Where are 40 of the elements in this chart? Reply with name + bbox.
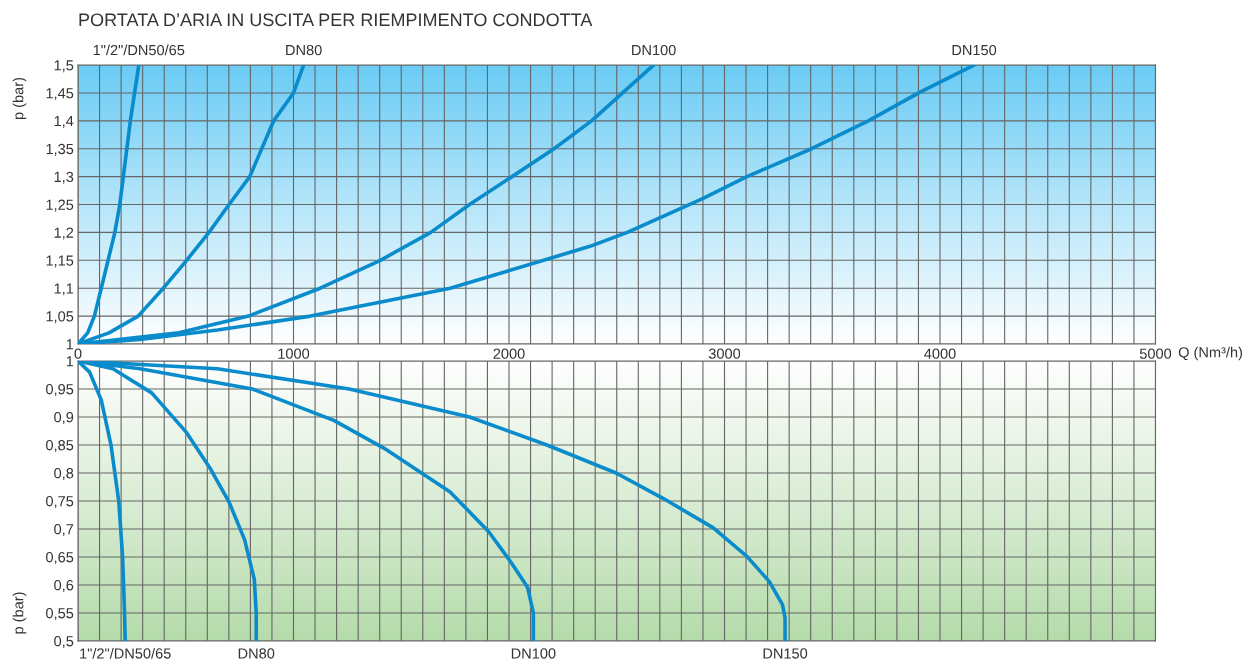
series-label: DN100 — [632, 44, 676, 56]
series-label: DN100 — [511, 648, 556, 659]
y-tick-label: 0,9 — [54, 412, 74, 425]
x-tick-label: 3000 — [708, 348, 741, 359]
y-tick-label: 1,4 — [54, 116, 74, 128]
y-tick-label: 1,1 — [54, 283, 74, 296]
x-tick-label: 0 — [74, 348, 82, 359]
series-label: 1"/2"/DN50/65 — [93, 44, 185, 56]
x-tick-label: 4000 — [924, 348, 956, 359]
y-tick-label: 1,3 — [54, 171, 74, 184]
y-tick-label: 0,7 — [54, 524, 74, 537]
y-tick-label: 1,05 — [46, 311, 74, 324]
x-tick-label: 1000 — [278, 348, 310, 359]
y-tick-label: 1,35 — [46, 143, 74, 156]
x-axis-title: Q (Nm³/h) — [1178, 346, 1243, 361]
y-tick-label: 1 — [66, 339, 74, 350]
series-label: DN150 — [763, 648, 808, 659]
y-tick-label: 0,85 — [46, 440, 74, 453]
y-tick-label: 0,6 — [54, 580, 74, 593]
series-label: 1"/2"/DN50/65 — [80, 647, 171, 659]
x-tick-label: 5000 — [1139, 348, 1172, 359]
y-axis-title: p (bar) — [12, 77, 27, 120]
y-tick-label: 0,55 — [46, 608, 74, 621]
y-tick-label: 0,75 — [46, 496, 74, 509]
y-tick-label: 1,25 — [46, 199, 74, 212]
y-tick-label: 1,15 — [46, 255, 74, 268]
y-tick-label: 1,2 — [54, 227, 74, 240]
y-tick-label: 0,95 — [46, 384, 74, 397]
series-label: DN80 — [238, 648, 275, 659]
series-label: DN150 — [952, 44, 997, 56]
y-tick-label: 0,65 — [46, 552, 74, 565]
chart-title: PORTATA D’ARIA IN USCITA PER RIEMPIMENTO CONDOTTA — [79, 13, 593, 27]
series-label: DN80 — [286, 44, 322, 56]
y-tick-label: 1,45 — [46, 88, 74, 101]
y-axis-title: p (bar) — [12, 592, 27, 634]
x-tick-label: 2000 — [493, 348, 525, 359]
y-tick-label: 1,5 — [54, 60, 74, 73]
y-tick-label: 1 — [66, 356, 74, 367]
y-tick-label: 0,8 — [54, 468, 74, 481]
y-tick-label: 0,5 — [54, 636, 74, 649]
